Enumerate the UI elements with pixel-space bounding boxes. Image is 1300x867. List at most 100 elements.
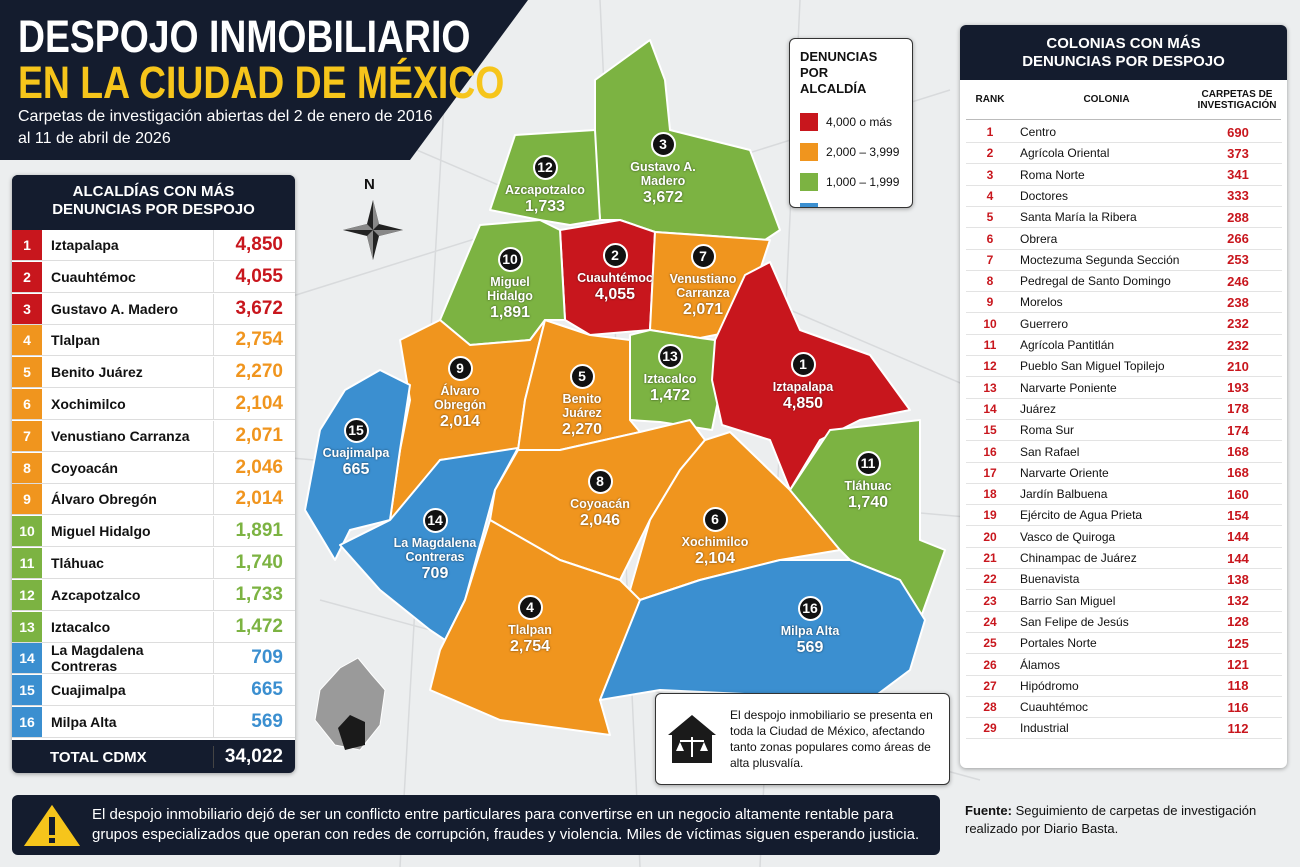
rank-cell: 1 — [12, 230, 42, 260]
name-cell: Álvaro Obregón — [51, 491, 157, 508]
value-cell: 709 — [213, 643, 295, 674]
legend-label: 500 – 999 — [826, 205, 879, 207]
region-value: 2,270 — [561, 421, 603, 438]
total-value: 34,022 — [213, 746, 295, 768]
right-table: COLONIAS CON MÁS DENUNCIAS POR DESPOJO R… — [960, 25, 1287, 768]
table-row: 14 Juárez 178 — [966, 399, 1282, 420]
table-row: 16 Milpa Alta 569 — [12, 707, 295, 738]
map-label: 11 Tláhuac 1,740 — [828, 451, 908, 512]
rank-cell: 6 — [986, 231, 994, 246]
name-cell: Portales Norte — [1020, 636, 1097, 651]
map-label: 8 Coyoacán 2,046 — [555, 469, 645, 530]
region-tlahuac — [789, 419, 946, 621]
name-cell: Agrícola Pantitlán — [1020, 338, 1115, 352]
name-cell: Ejército de Agua Prieta — [1020, 508, 1143, 523]
region-value: 2,071 — [682, 301, 724, 318]
legend-title: DENUNCIAS POR ALCALDÍA — [800, 49, 878, 96]
table-row: 12 Pueblo San Miguel Topilejo 210 — [966, 356, 1282, 378]
rank-cell: 3 — [12, 293, 42, 324]
region-rank: 8 — [587, 469, 613, 494]
region-rank: 1 — [790, 352, 816, 377]
title-band — [0, 0, 528, 160]
rank-cell: 16 — [983, 444, 997, 459]
table-row: 8 Pedregal de Santo Domingo 246 — [966, 271, 1282, 293]
rank-cell: 10 — [983, 316, 997, 331]
region-rank: 16 — [797, 596, 823, 621]
table-row: 5 Benito Juárez 2,270 — [12, 357, 295, 389]
name-cell: Narvarte Oriente — [1020, 465, 1109, 480]
table-row: 25 Portales Norte 125 — [966, 633, 1282, 655]
name-cell: Juárez — [1020, 401, 1057, 416]
region-name: Cuauhtémoc — [577, 271, 653, 285]
legend-items: 4,000 o más 2,000 – 3,999 1,000 – 1,999 500… — [800, 107, 902, 207]
value-cell: 154 — [1227, 507, 1249, 523]
name-cell: Venustiano Carranza — [51, 427, 190, 444]
region-rank: 15 — [343, 418, 369, 443]
table-title: ALCALDÍAS CON MÁS DENUNCIAS POR DESPOJO — [12, 175, 295, 229]
region-value: 1,733 — [524, 198, 566, 215]
subtitle: Carpetas de investigación abiertas del 2… — [18, 108, 433, 147]
value-cell: 1,472 — [213, 611, 295, 642]
region-rank: 9 — [447, 356, 473, 381]
region-value: 569 — [796, 639, 824, 656]
region-rank: 3 — [650, 132, 676, 157]
region-value: 2,754 — [509, 638, 551, 655]
name-cell: Álamos — [1020, 657, 1061, 672]
rank-cell: 10 — [12, 516, 42, 547]
region-cuajimalpa — [304, 369, 411, 561]
name-cell: Santa María la Ribera — [1020, 210, 1137, 225]
compass-label: N — [364, 176, 375, 193]
table-row: 4 Tlalpan 2,754 — [12, 325, 295, 357]
region-name: Gustavo A. Madero — [630, 160, 696, 188]
total-row: TOTAL CDMX 34,022 — [12, 741, 295, 773]
rank-cell: 25 — [983, 636, 997, 651]
legend-label: 2,000 – 3,999 — [826, 145, 900, 159]
name-cell: Roma Norte — [1020, 167, 1085, 182]
value-cell: 2,071 — [213, 420, 295, 451]
map-label: 7 Venustiano Carranza 2,071 — [658, 244, 748, 319]
total-label: TOTAL CDMX — [50, 748, 147, 766]
map-label: 10 Miguel Hidalgo 1,891 — [480, 247, 540, 322]
table-row: 11 Agrícola Pantitlán 232 — [966, 335, 1282, 356]
name-cell: Moctezuma Segunda Sección — [1020, 252, 1180, 267]
map-label: 2 Cuauhtémoc 4,055 — [570, 243, 660, 304]
region-name: Iztacalco — [643, 372, 697, 386]
table-row: 7 Venustiano Carranza 2,071 — [12, 420, 295, 452]
value-cell: 1,740 — [213, 548, 295, 578]
value-cell: 2,754 — [213, 325, 295, 356]
table-row: 1 Centro 690 — [966, 122, 1282, 143]
name-cell: Agrícola Oriental — [1020, 146, 1110, 161]
name-cell: Jardín Balbuena — [1020, 487, 1108, 502]
region-name: La Magdalena Contreras — [393, 536, 477, 564]
legend-label: 4,000 o más — [826, 115, 893, 129]
table-row: 10 Miguel Hidalgo 1,891 — [12, 516, 295, 548]
rank-cell: 7 — [12, 420, 42, 451]
region-milpa-alta — [599, 559, 926, 701]
region-name: Miguel Hidalgo — [487, 275, 533, 303]
region-rank: 11 — [855, 451, 881, 476]
rank-cell: 15 — [12, 675, 42, 706]
value-cell: 232 — [1227, 316, 1249, 332]
rank-cell: 19 — [983, 508, 997, 523]
name-cell: Roma Sur — [1020, 423, 1075, 438]
rank-cell: 13 — [12, 611, 42, 642]
table-row: 9 Morelos 238 — [966, 292, 1282, 314]
rank-cell: 9 — [986, 295, 994, 310]
name-cell: Tláhuac — [51, 555, 104, 571]
rank-cell: 2 — [12, 261, 42, 292]
value-cell: 118 — [1227, 678, 1249, 694]
rank-cell: 21 — [983, 551, 997, 565]
region-rank: 10 — [497, 247, 523, 272]
source: Fuente: Seguimiento de carpetas de inves… — [965, 802, 1285, 838]
value-cell: 3,672 — [213, 293, 295, 324]
legend-item: 1,000 – 1,999 — [800, 167, 902, 197]
name-cell: Industrial — [1020, 721, 1069, 736]
map-label: 15 Cuajimalpa 665 — [311, 418, 401, 479]
name-cell: Pueblo San Miguel Topilejo — [1020, 359, 1165, 374]
name-cell: Benito Juárez — [51, 364, 143, 381]
region-name: Benito Juárez — [562, 392, 602, 420]
value-cell: 2,270 — [213, 357, 295, 388]
value-cell: 2,046 — [213, 452, 295, 483]
legend-swatch — [800, 113, 818, 131]
